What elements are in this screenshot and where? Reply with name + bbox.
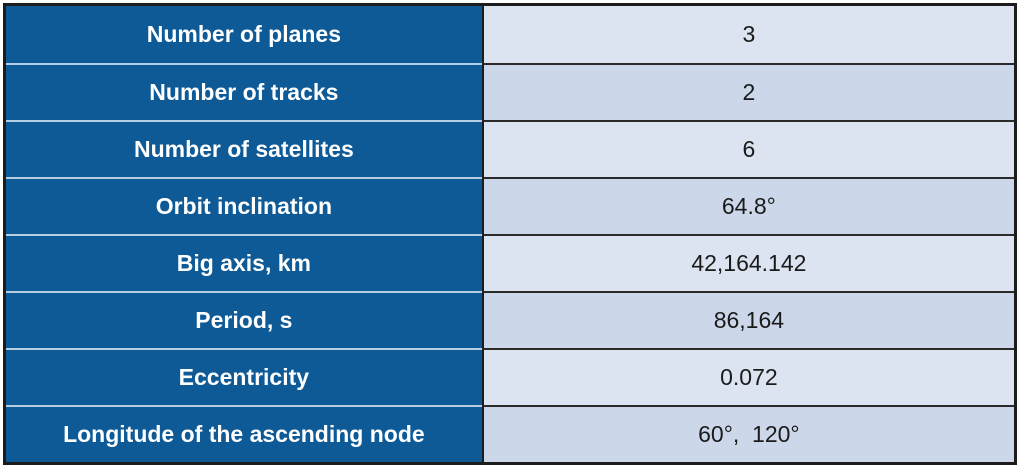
table-row: Big axis, km 42,164.142: [6, 234, 1014, 291]
table-row: Number of satellites 6: [6, 120, 1014, 177]
table-row: Number of planes 3: [6, 6, 1014, 63]
param-label: Period, s: [6, 291, 482, 348]
table-row: Eccentricity 0.072: [6, 348, 1014, 405]
table-row: Orbit inclination 64.8°: [6, 177, 1014, 234]
table-row: Number of tracks 2: [6, 63, 1014, 120]
param-value: 0.072: [481, 348, 1014, 405]
param-value: 6: [481, 120, 1014, 177]
param-value: 86,164: [481, 291, 1014, 348]
param-label: Number of planes: [6, 6, 482, 63]
param-label: Big axis, km: [6, 234, 482, 291]
param-value: 42,164.142: [481, 234, 1014, 291]
param-label: Number of tracks: [6, 63, 482, 120]
param-label: Orbit inclination: [6, 177, 482, 234]
param-value: 64.8°: [481, 177, 1014, 234]
satellite-parameters-table: Number of planes 3 Number of tracks 2 Nu…: [3, 3, 1017, 465]
param-label: Eccentricity: [6, 348, 482, 405]
param-label: Number of satellites: [6, 120, 482, 177]
param-value: 3: [481, 6, 1014, 63]
param-value: 60°, 120°: [481, 405, 1014, 462]
param-label: Longitude of the ascending node: [6, 405, 482, 462]
table-row: Period, s 86,164: [6, 291, 1014, 348]
param-value: 2: [481, 63, 1014, 120]
table-row: Longitude of the ascending node 60°, 120…: [6, 405, 1014, 462]
